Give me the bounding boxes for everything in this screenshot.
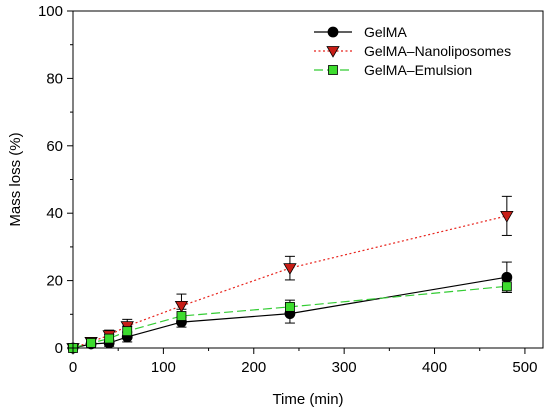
x-tick-label: 200 [241,359,266,376]
legend-label: GelMA–Emulsion [364,62,472,78]
x-tick-label: 400 [422,359,447,376]
gelma-emulsion-point [501,281,512,292]
legend-item-gelma-emulsion: GelMA–Emulsion [314,62,472,78]
gelma-nanoliposomes-point [500,210,514,223]
y-tick-label: 80 [46,70,63,87]
y-tick-label: 100 [38,3,63,20]
legend-item-gelma: GelMA [314,24,407,40]
legend: GelMA GelMA–Nanoliposomes GelMA–Emulsion [314,24,511,78]
legend-marker [328,65,338,75]
gelma-nanoliposomes-point [283,263,297,275]
x-axis-title: Time (min) [272,391,343,408]
x-tick-label: 0 [69,359,77,376]
legend-item-gelma-nanoliposomes: GelMA–Nanoliposomes [314,43,511,59]
y-tick-label: 0 [55,340,63,357]
gelma-emulsion-point [104,333,115,344]
gelma-point [501,271,513,283]
legend-label: GelMA [364,24,407,40]
gelma-emulsion-point [122,326,133,337]
x-tick-label: 100 [151,359,176,376]
y-tick-label: 40 [46,205,63,222]
gelma-emulsion-point [285,301,295,312]
series-markers-layer [66,210,514,355]
series-lines-layer [72,215,507,349]
x-tick-label: 500 [512,359,537,376]
y-axis-title: Mass loss (%) [7,132,24,226]
plot-frame [72,10,544,349]
ticks-layer [67,10,526,354]
gelma-nanoliposomes-point [174,300,189,313]
x-tick-label: 300 [332,359,357,376]
legend-label: GelMA–Nanoliposomes [364,43,511,59]
legend-marker [327,26,339,38]
y-tick-label: 60 [46,138,63,155]
error-bars-layer [86,195,512,348]
axes-layer [72,10,544,349]
y-tick-label: 20 [46,273,63,290]
tick-labels-layer: 0 100 200 300 400 500 0 20 40 60 80 100 [38,3,537,376]
gelma-emulsion-point [86,338,96,348]
gelma-emulsion-point [176,311,187,321]
legend-marker [326,46,340,58]
